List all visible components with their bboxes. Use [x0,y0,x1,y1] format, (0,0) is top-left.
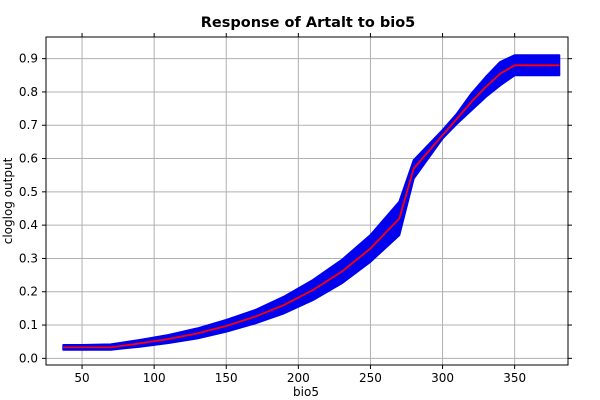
chart-title: Response of Artalt to bio5 [201,15,416,31]
x-tick-label: 250 [359,371,382,385]
mean-response-line [63,64,560,349]
y-axis-label: cloglog output [1,157,15,244]
confidence-band [62,54,561,351]
x-tick-label: 350 [503,371,526,385]
y-tick-label: 0.1 [19,318,38,332]
x-tick-label: 300 [431,371,454,385]
grid [46,37,568,365]
x-axis-label: bio5 [293,385,319,399]
x-tick-label: 200 [287,371,310,385]
y-tick-label: 0.7 [19,118,38,132]
x-tick-label: 50 [74,371,89,385]
y-tick-label: 0.8 [19,85,38,99]
y-tick-label: 0.2 [19,285,38,299]
y-tick-label: 0.5 [19,185,38,199]
x-tick-label: 100 [143,371,166,385]
plot-area [45,36,569,366]
y-tick-label: 0.4 [19,218,38,232]
y-tick-label: 0.9 [19,52,38,66]
y-axis: 0.0 0.1 0.2 0.3 0.4 0.5 0.6 0.7 0.8 0.9 [19,52,572,365]
x-tick-label: 150 [215,371,238,385]
band-area [62,54,561,351]
x-axis: 50 100 150 200 250 300 350 [74,33,526,385]
y-tick-label: 0.3 [19,251,38,265]
y-tick-label: 0.6 [19,152,38,166]
y-tick-label: 0.0 [19,351,38,365]
series-lines [63,64,560,349]
